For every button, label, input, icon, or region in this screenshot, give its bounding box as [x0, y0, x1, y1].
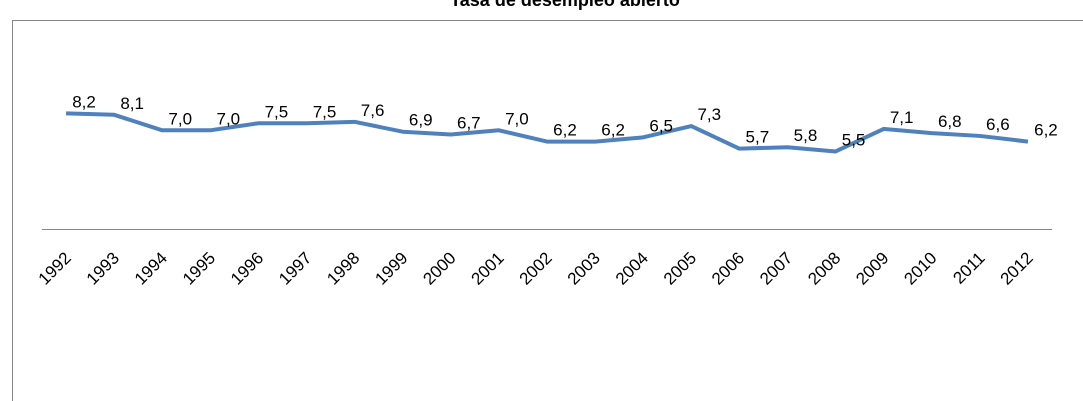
data-label: 6,9 [409, 111, 433, 130]
x-tick-label: 2006 [708, 248, 748, 288]
data-label: 7,0 [217, 109, 241, 128]
data-label: 6,6 [986, 115, 1010, 134]
data-label: 6,2 [553, 121, 577, 140]
data-label: 8,1 [120, 94, 144, 113]
x-tick-label: 2007 [756, 248, 796, 288]
x-tick-label: 1998 [323, 248, 363, 288]
x-tick-label: 1999 [371, 248, 411, 288]
data-label: 6,8 [938, 112, 962, 131]
x-tick-label: 1996 [227, 248, 267, 288]
x-tick-label: 2003 [564, 248, 604, 288]
data-label: 6,2 [1034, 121, 1058, 140]
x-tick-label: 1994 [131, 248, 171, 288]
x-tick-label: 2011 [949, 248, 988, 287]
data-label: 6,2 [601, 121, 625, 140]
x-tick-label: 1995 [179, 248, 219, 288]
x-tick-label: 2005 [660, 248, 700, 288]
data-label: 5,5 [842, 130, 866, 149]
data-label: 5,7 [746, 128, 770, 147]
data-label: 6,7 [457, 114, 481, 133]
data-label: 7,5 [313, 102, 337, 121]
data-label: 7,0 [168, 109, 192, 128]
x-tick-label: 2012 [997, 248, 1037, 288]
data-label: 8,2 [72, 92, 96, 111]
x-tick-label: 2004 [612, 248, 652, 288]
x-tick-label: 2000 [419, 248, 459, 288]
data-line [65, 111, 1029, 154]
data-label: 7,6 [361, 101, 385, 120]
data-label: 7,0 [505, 109, 529, 128]
x-tick-label: 2009 [852, 248, 892, 288]
data-label: 5,8 [794, 126, 818, 145]
data-label: 7,1 [890, 108, 914, 127]
data-label: 7,5 [265, 102, 289, 121]
x-tick-label: 1993 [83, 248, 123, 288]
x-tick-label: 1992 [35, 248, 75, 288]
data-label: 7,3 [697, 105, 721, 124]
x-tick-label: 1997 [275, 248, 315, 288]
x-tick-label: 2001 [468, 248, 508, 288]
x-tick-label: 2008 [804, 248, 844, 288]
x-tick-label: 2010 [900, 248, 940, 288]
x-tick-label: 2002 [516, 248, 556, 288]
chart-title: Tasa de desempleo abierto [450, 0, 680, 10]
data-label: 6,5 [649, 116, 673, 135]
